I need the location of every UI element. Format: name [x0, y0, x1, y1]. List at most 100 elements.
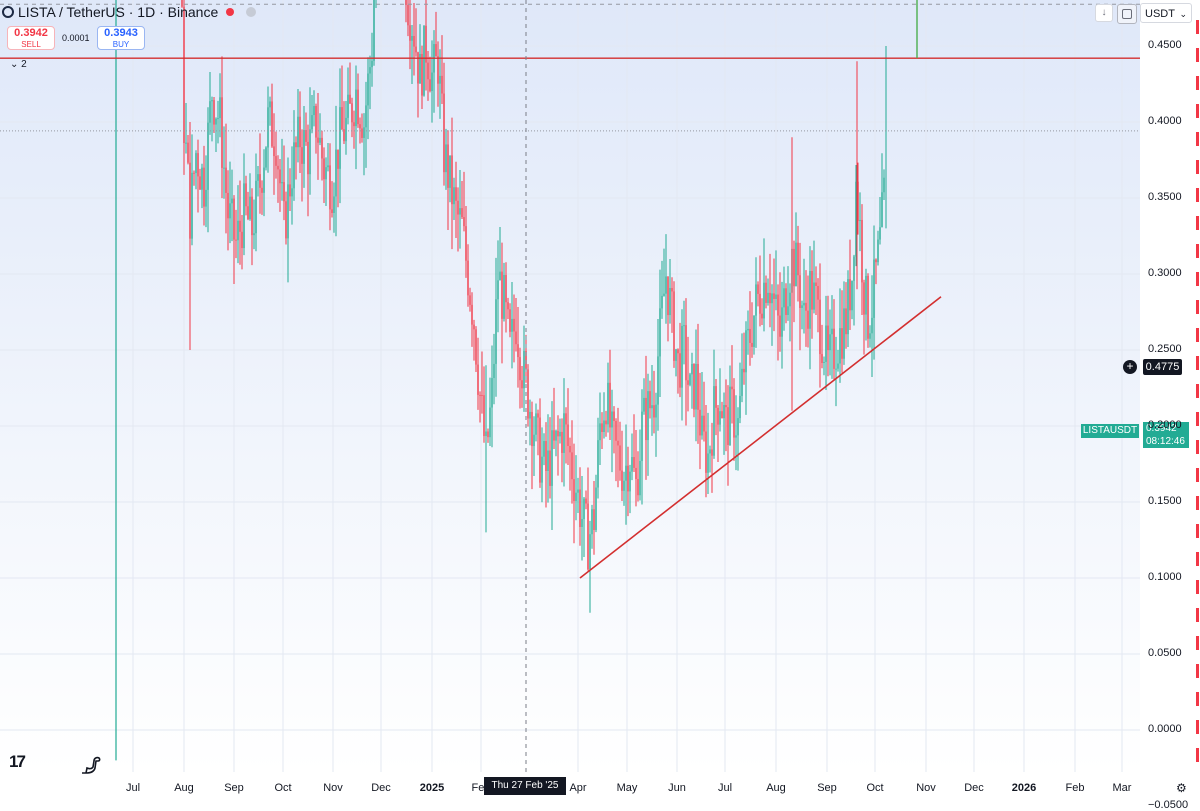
candle-body [457, 200, 459, 215]
sell-button[interactable]: 0.3942 SELL [7, 26, 55, 50]
candle-body [705, 431, 707, 473]
candle-body [353, 122, 355, 127]
candle-body [505, 274, 507, 303]
candle-body [561, 431, 563, 453]
candle-countdown: 08:12:46 [1146, 436, 1185, 447]
dino-icon[interactable] [80, 755, 102, 775]
tradingview-logo-icon[interactable]: 17 [9, 752, 26, 771]
edge-marker [1196, 328, 1199, 342]
time-tick: Feb [471, 782, 491, 794]
candle-body [735, 435, 737, 438]
candle-body [239, 220, 241, 232]
crosshair-date-label: Thu 27 Feb '25 [484, 777, 566, 795]
candle-body [489, 407, 491, 438]
candle-body [555, 430, 557, 441]
price-axis[interactable] [1140, 0, 1200, 772]
candle-body [625, 465, 627, 481]
add-alert-plus-icon[interactable]: + [1123, 360, 1137, 374]
candle-body [633, 457, 635, 468]
candle-body [569, 445, 571, 453]
candle-body [447, 144, 449, 188]
candle-body [183, 6, 185, 144]
candle-body [307, 141, 309, 175]
candle-body [717, 407, 719, 425]
candle-body [277, 165, 279, 170]
candle-body [487, 431, 489, 438]
symbol-header[interactable]: LISTA / TetherUS · 1D · Binance [0, 0, 257, 24]
candle-body [721, 411, 723, 419]
candle-body [471, 304, 473, 325]
candle-body [359, 124, 361, 129]
candle-body [593, 509, 595, 530]
candle-body [501, 271, 503, 319]
candle-body [425, 25, 427, 63]
candle-body [193, 172, 195, 174]
candle-body [477, 364, 479, 395]
time-tick: Jun [668, 782, 686, 794]
time-tick: Sep [224, 782, 244, 794]
candle-body [283, 182, 285, 202]
download-icon[interactable]: ↓ [1095, 4, 1113, 22]
edge-marker [1196, 580, 1199, 594]
candle-body [753, 315, 755, 347]
chart-area[interactable] [0, 0, 1140, 772]
candle-body [523, 350, 525, 389]
candle-body [577, 489, 579, 493]
candle-body [799, 275, 801, 308]
edge-marker [1196, 76, 1199, 90]
restore-window-button[interactable] [1117, 4, 1137, 24]
buy-label: BUY [112, 40, 130, 49]
candle-body [367, 73, 369, 106]
candle-body [267, 107, 269, 148]
time-tick: Oct [866, 782, 884, 794]
candle-body [467, 260, 469, 296]
candle-body [749, 328, 751, 343]
edge-marker [1196, 440, 1199, 454]
candle-body [337, 149, 339, 169]
price-chart[interactable] [0, 0, 1140, 772]
candle-body [195, 153, 197, 174]
candle-body [253, 233, 255, 236]
candle-body [821, 354, 823, 364]
candle-body [431, 72, 433, 92]
candle-body [541, 456, 543, 483]
candle-body [435, 44, 437, 57]
candle-body [755, 284, 757, 316]
price-tick: 0.0500 [1148, 647, 1182, 659]
candle-body [841, 328, 843, 359]
candle-body [767, 292, 769, 303]
candle-body [497, 280, 499, 300]
edge-marker [1196, 748, 1199, 762]
candle-body [549, 450, 551, 486]
candle-body [605, 420, 607, 425]
candle-body [361, 128, 363, 138]
candle-body [211, 100, 213, 102]
candle-body [853, 256, 855, 281]
candle-body [795, 242, 797, 287]
candle-body [453, 187, 455, 205]
candle-body [789, 292, 791, 307]
indicators-toggle[interactable]: ⌄ 2 [10, 59, 27, 70]
visibility-icon[interactable] [246, 7, 257, 17]
candle-body [615, 420, 617, 441]
candle-body [719, 411, 721, 425]
candle-body [449, 155, 451, 188]
edge-marker [1196, 412, 1199, 426]
edge-marker [1196, 216, 1199, 230]
gear-icon[interactable]: ⚙ [1176, 781, 1187, 795]
time-tick: Nov [916, 782, 936, 794]
time-axis[interactable] [0, 772, 1200, 795]
price-tick: 0.1000 [1148, 571, 1182, 583]
candle-body [309, 129, 311, 175]
price-tick: 0.2500 [1148, 343, 1182, 355]
candle-body [591, 509, 593, 535]
time-tick: Dec [964, 782, 984, 794]
candle-body [743, 368, 745, 373]
buy-button[interactable]: 0.3943 BUY [97, 26, 145, 50]
candle-body [813, 282, 815, 310]
currency-select[interactable]: USDT ⌄ [1140, 3, 1192, 23]
candle-body [829, 334, 831, 351]
time-tick: Jul [125, 782, 141, 794]
market-status-icon [226, 8, 235, 16]
candle-body [695, 363, 697, 410]
